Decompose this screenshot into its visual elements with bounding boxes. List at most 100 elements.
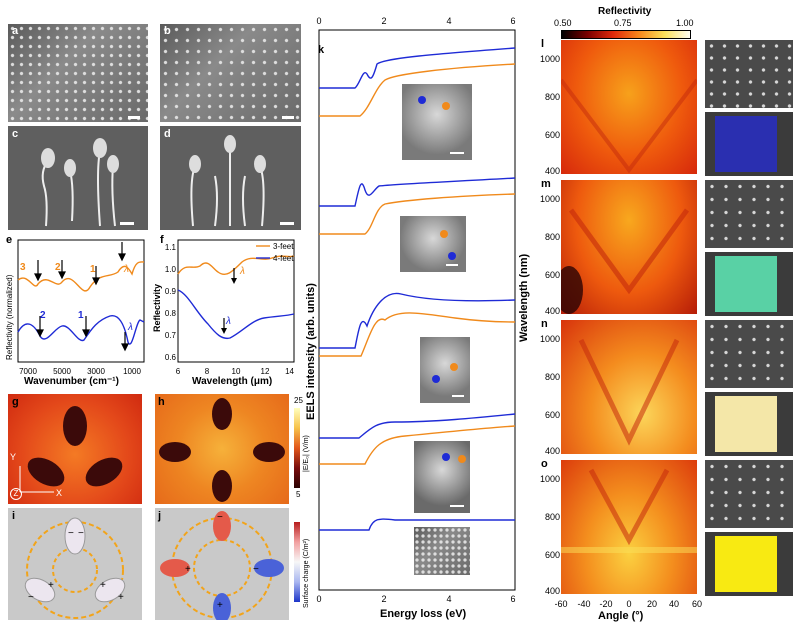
x-axis-label: Angle (°)	[598, 610, 644, 622]
svg-text:400: 400	[545, 306, 560, 316]
colorbar-tick: 1.00	[676, 18, 694, 28]
sem-array-n	[705, 320, 793, 388]
sem-image-b	[160, 24, 301, 122]
reflectivity-map-m	[555, 180, 697, 314]
colorbar-reflectivity	[561, 30, 691, 39]
colorbar-min: 5	[296, 490, 301, 499]
nanostructure-tilted-view	[189, 135, 266, 227]
tick-label: 12	[261, 367, 270, 376]
charge-sign: −	[68, 528, 74, 539]
axis-y-label: Y	[10, 452, 17, 462]
tick-label: 4	[446, 16, 451, 26]
reflectivity-map-l	[559, 40, 699, 174]
sample-photo-m	[705, 252, 793, 316]
chart-e: 3 2 1 λ 2 1 λ 7000 5000 3000 1000 Reflec…	[5, 239, 145, 376]
panel-label-h: h	[158, 396, 165, 408]
sem-image-d	[160, 126, 301, 230]
sem-array-m	[705, 180, 793, 248]
field-map-h	[155, 394, 289, 504]
lambda-label: λ	[127, 322, 133, 333]
svg-text:800: 800	[545, 372, 560, 382]
tick-label: 6	[510, 594, 515, 604]
tick-label: 3000	[87, 367, 105, 376]
panel-label-e: e	[6, 234, 13, 246]
eels-inset-4	[414, 441, 470, 513]
tick-label: 6	[510, 16, 515, 26]
chart-k-eels: 0 2 4 6 0 2 4 6	[316, 16, 515, 604]
y-axis-label: Reflectivity (normalized)	[5, 274, 14, 360]
svg-text:-40: -40	[577, 599, 590, 609]
tick-label: 0.9	[165, 287, 177, 296]
peak-label: 2	[55, 262, 61, 273]
tick-label: 0.7	[165, 331, 177, 340]
panel-label-l: l	[541, 38, 545, 50]
panel-label-m: m	[541, 178, 551, 190]
scale-bar	[280, 222, 294, 225]
svg-text:400: 400	[545, 586, 560, 596]
y-axis-label: Reflectivity	[152, 284, 162, 332]
axis-z-label: Z	[10, 488, 22, 500]
charge-sign: +	[118, 592, 124, 603]
svg-text:60: 60	[692, 599, 702, 609]
panel-label-k: k	[318, 44, 325, 56]
x-ticks: -60 -40 -20 0 20 40 60	[555, 599, 702, 609]
svg-text:600: 600	[545, 270, 560, 280]
panel-label-a: a	[12, 25, 19, 37]
lambda-label: λ	[123, 264, 129, 275]
tick-label: 0	[316, 594, 321, 604]
charge-map-j: − + + −	[155, 508, 289, 623]
charge-sign: −	[78, 528, 84, 539]
colorbar-title: Surface charge (C/m²)	[303, 538, 310, 608]
tick-label: 0.6	[165, 353, 177, 362]
peak-label: 1	[78, 310, 84, 321]
sample-photo-o	[705, 532, 793, 596]
colorbar-field	[294, 408, 300, 488]
svg-text:800: 800	[545, 512, 560, 522]
charge-sign: −	[253, 564, 259, 575]
svg-text:400: 400	[545, 166, 560, 176]
tick-label: 6	[176, 367, 181, 376]
legend-entry: 4-feet	[273, 254, 294, 263]
svg-text:600: 600	[545, 130, 560, 140]
tick-label: 4	[446, 594, 451, 604]
tick-label: 10	[232, 367, 241, 376]
svg-text:20: 20	[647, 599, 657, 609]
tick-label: 2	[381, 16, 386, 26]
charge-sign: +	[217, 600, 223, 611]
eels-inset-1	[402, 84, 472, 160]
axis-x-label: X	[56, 488, 63, 498]
sample-photo-l	[705, 112, 793, 176]
tick-label: 1000	[123, 367, 141, 376]
legend-entry: 3-feet	[273, 242, 294, 251]
tick-label: 7000	[19, 367, 37, 376]
panel-label-n: n	[541, 318, 548, 330]
eels-inset-3	[420, 337, 470, 403]
charge-sign: +	[100, 580, 106, 591]
svg-text:400: 400	[545, 446, 560, 456]
svg-text:1000: 1000	[540, 334, 560, 344]
svg-text:600: 600	[545, 410, 560, 420]
panel-label-d: d	[164, 128, 171, 140]
peak-label: 3	[20, 262, 26, 273]
eels-inset-array	[414, 527, 470, 575]
tick-label: 0.8	[165, 309, 177, 318]
svg-text:-20: -20	[599, 599, 612, 609]
svg-text:1000: 1000	[540, 474, 560, 484]
tick-label: 1.0	[165, 265, 177, 274]
charge-sign: −	[28, 592, 34, 603]
charge-sign: −	[217, 512, 223, 523]
svg-text:1000: 1000	[540, 54, 560, 64]
sem-array-l	[705, 40, 793, 108]
x-axis-label: Energy loss (eV)	[380, 608, 467, 620]
colorbar-max: 25	[294, 396, 303, 405]
svg-text:800: 800	[545, 92, 560, 102]
colorbar-charge	[294, 522, 300, 602]
sem-image-a	[8, 24, 148, 122]
tick-label: 14	[285, 367, 294, 376]
axis-arrows	[19, 466, 54, 493]
scale-bar	[128, 116, 140, 119]
colorbar-tick: 0.50	[554, 18, 572, 28]
charge-sign: +	[185, 564, 191, 575]
scale-bar	[282, 116, 294, 119]
peak-label: 1	[90, 264, 96, 275]
